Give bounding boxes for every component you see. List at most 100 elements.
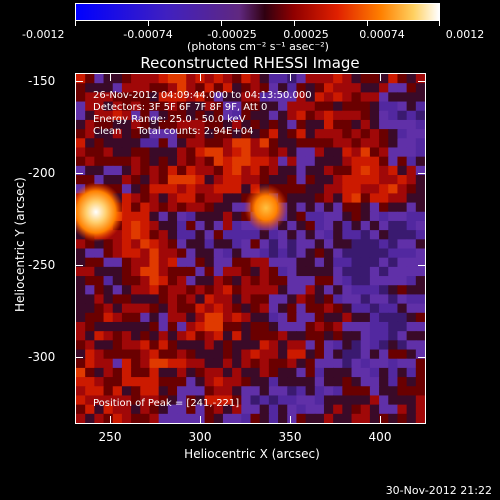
heatmap-pixel — [232, 83, 242, 93]
heatmap-pixel — [268, 230, 279, 240]
heatmap-pixel — [351, 294, 362, 305]
y-tick-label: -250 — [28, 258, 56, 272]
heatmap-pixel — [323, 230, 334, 240]
heatmap-pixel — [158, 340, 169, 351]
heatmap-pixel — [222, 413, 233, 423]
heatmap-pixel — [305, 83, 316, 93]
heatmap-pixel — [278, 294, 288, 305]
heatmap-pixel — [397, 413, 408, 423]
heatmap-pixel — [121, 165, 132, 176]
heatmap-pixel — [204, 147, 215, 158]
heatmap-pixel — [177, 248, 187, 259]
heatmap-pixel — [94, 101, 105, 112]
heatmap-pixel — [204, 138, 215, 149]
heatmap-pixel — [268, 211, 279, 222]
heatmap-pixel — [131, 193, 141, 204]
heatmap-pixel — [195, 377, 206, 387]
heatmap-pixel — [296, 211, 307, 222]
heatmap-pixel — [379, 303, 389, 314]
heatmap-pixel — [222, 386, 233, 397]
heatmap-pixel — [103, 101, 114, 112]
heatmap-pixel — [167, 165, 178, 176]
heatmap-pixel — [369, 358, 380, 369]
heatmap-pixel — [94, 184, 105, 194]
heatmap-pixel — [323, 184, 334, 194]
heatmap-pixel — [94, 257, 105, 268]
heatmap-pixel — [121, 156, 132, 167]
heatmap-pixel — [121, 220, 132, 231]
heatmap-pixel — [186, 285, 196, 296]
heatmap-pixel — [85, 321, 95, 332]
heatmap-pixel — [241, 147, 252, 158]
heatmap-pixel — [287, 331, 298, 341]
heatmap-pixel — [259, 138, 270, 149]
heatmap-pixel — [369, 165, 380, 176]
heatmap-pixel — [305, 367, 316, 378]
heatmap-pixel — [379, 138, 389, 149]
heatmap-pixel — [222, 349, 233, 360]
heatmap-pixel — [121, 74, 132, 84]
heatmap-pixel — [250, 340, 261, 351]
heatmap-pixel — [305, 119, 316, 130]
heatmap-pixel — [232, 220, 242, 231]
heatmap-pixel — [250, 211, 261, 222]
heatmap-pixel — [268, 220, 279, 231]
heatmap-pixel — [250, 349, 261, 360]
heatmap-pixel — [250, 386, 261, 397]
heatmap-pixel — [314, 175, 325, 185]
heatmap-pixel — [112, 266, 123, 277]
heatmap-pixel — [314, 413, 325, 423]
heatmap-pixel — [177, 184, 187, 194]
heatmap-pixel — [268, 303, 279, 314]
heatmap-pixel — [268, 138, 279, 149]
heatmap-pixel — [177, 101, 187, 112]
heatmap-pixel — [333, 92, 343, 103]
heatmap-pixel — [379, 230, 389, 240]
heatmap-pixel — [222, 239, 233, 250]
heatmap-pixel — [158, 266, 169, 277]
heatmap-pixel — [278, 395, 288, 406]
heatmap-pixel — [222, 92, 233, 103]
heatmap-pixel — [342, 230, 353, 240]
heatmap-pixel — [195, 331, 206, 341]
heatmap-pixel — [323, 331, 334, 341]
heatmap-pixel — [333, 74, 343, 84]
heatmap-pixel — [241, 184, 252, 194]
heatmap-pixel — [369, 404, 380, 415]
heatmap-pixel — [103, 184, 114, 194]
heatmap-pixel — [415, 74, 425, 84]
heatmap-pixel — [287, 119, 298, 130]
heatmap-pixel — [177, 74, 187, 84]
heatmap-pixel — [121, 386, 132, 397]
heatmap-pixel — [250, 138, 261, 149]
heatmap-pixel — [369, 285, 380, 296]
heatmap-pixel — [149, 413, 160, 423]
heatmap-pixel — [213, 404, 224, 415]
heatmap-pixel — [85, 312, 95, 323]
heatmap-pixel — [85, 266, 95, 277]
heatmap-pixel — [415, 220, 425, 231]
heatmap-pixel — [222, 276, 233, 286]
heatmap-pixel — [388, 220, 399, 231]
heatmap-pixel — [149, 404, 160, 415]
heatmap-pixel — [241, 220, 252, 231]
heatmap-pixel — [103, 110, 114, 121]
heatmap-pixel — [351, 285, 362, 296]
heatmap-pixel — [85, 413, 95, 423]
heatmap-pixel — [204, 303, 215, 314]
heatmap-pixel — [388, 312, 399, 323]
heatmap-pixel — [388, 321, 399, 332]
heatmap-pixel — [397, 340, 408, 351]
heatmap-pixel — [259, 349, 270, 360]
heatmap-pixel — [121, 331, 132, 341]
heatmap-pixel — [351, 386, 362, 397]
heatmap-pixel — [76, 138, 86, 149]
heatmap-pixel — [103, 386, 114, 397]
heatmap-pixel — [305, 340, 316, 351]
heatmap-pixel — [158, 276, 169, 286]
heatmap-pixel — [268, 340, 279, 351]
heatmap-pixel — [259, 358, 270, 369]
heatmap-pixel — [167, 303, 178, 314]
heatmap-pixel — [140, 349, 151, 360]
heatmap-pixel — [112, 156, 123, 167]
